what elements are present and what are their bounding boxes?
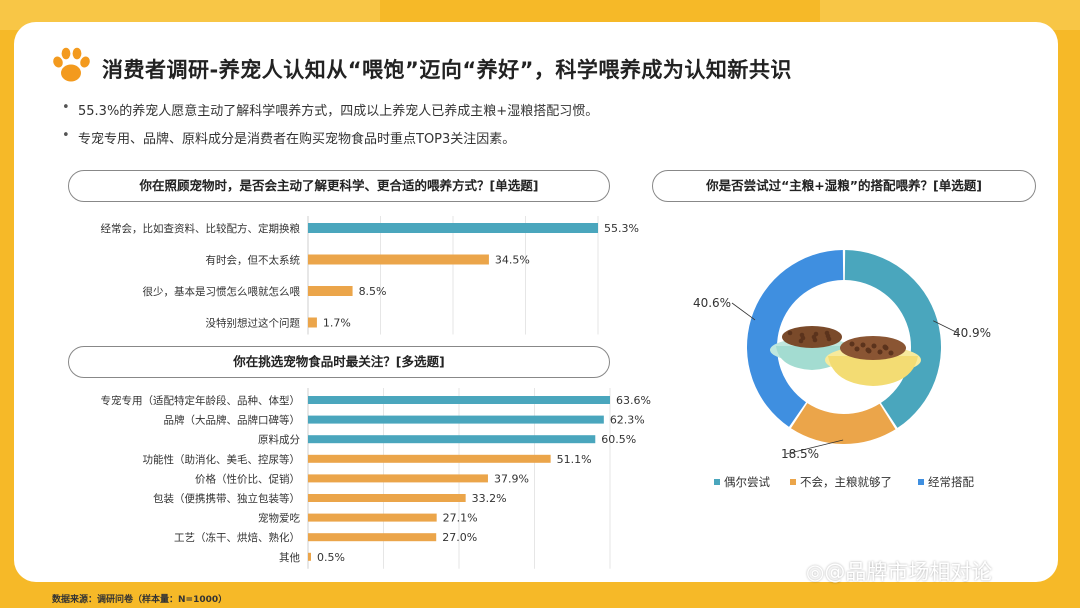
watermark: ◎@品牌市场相对论 (806, 560, 993, 584)
question-3-title: 你是否尝试过“主粮+湿粮”的搭配喂养？[单选题] (652, 170, 1036, 202)
category-label-6: 宠物爱吃 (258, 512, 300, 525)
bar-0 (308, 396, 610, 404)
kibble-piece (877, 349, 883, 355)
legend-swatch-0 (714, 479, 720, 485)
kibble-piece (882, 344, 888, 350)
bar-2 (308, 435, 596, 444)
legend-label-2: 经常搭配 (928, 475, 974, 489)
kibble-piece (865, 347, 871, 353)
bullet-point-1: 55.3%的养宠人愿意主动了解科学喂养方式，四成以上养宠人已养成主粮+湿粮搭配习… (62, 100, 598, 119)
kibble-piece (888, 350, 894, 356)
donut-legend: 偶尔尝试 不会，主粮就够了 经常搭配 (714, 475, 974, 489)
watermark-text: 品牌市场相对论 (845, 560, 993, 584)
slice-label-1: 18.5% (781, 447, 819, 461)
leader-line-0 (933, 320, 959, 334)
slice-label-2: 40.6% (693, 296, 731, 310)
donut-slice-2 (746, 250, 844, 427)
bullet-point-2: 专宠专用、品牌、原料成分是消费者在购买宠物食品时重点TOP3关注因素。 (62, 128, 515, 147)
bar-1 (308, 415, 604, 424)
category-label-2: 很少，基本是习惯怎么喂就怎么喂 (143, 285, 301, 298)
bar-4 (308, 474, 488, 483)
kibble-piece (824, 330, 830, 336)
pet-food-bowls-illustration (770, 326, 921, 386)
legend-label-1: 不会，主粮就够了 (800, 475, 892, 489)
value-label-8: 0.5% (317, 551, 345, 564)
question-2-title: 你在挑选宠物食品时最关注？[多选题] (68, 346, 610, 378)
chart-2-plot: 专宠专用（适配特定年龄段、品种、体型） 63.6% 品牌（大品牌、品牌口碑等） 62.… (101, 388, 651, 569)
legend-swatch-1 (790, 479, 796, 485)
leader-line-1 (785, 439, 844, 455)
value-label-0: 55.3% (604, 222, 639, 235)
value-label-4: 37.9% (494, 472, 529, 485)
bowl-yellow-body (828, 356, 918, 386)
bar-6 (308, 513, 437, 522)
leader-line-2 (731, 302, 756, 321)
kibble-piece (849, 341, 855, 347)
donut-slice-0 (844, 250, 941, 428)
kibble-piece (871, 343, 877, 349)
bar-8 (308, 552, 311, 561)
legend-swatch-2 (918, 479, 924, 485)
category-label-2: 原料成分 (258, 433, 300, 446)
category-label-7: 工艺（冻干、烘焙、熟化） (174, 531, 300, 544)
value-label-2: 60.5% (601, 433, 636, 446)
bar-1 (308, 254, 489, 265)
category-label-8: 其他 (279, 551, 300, 564)
data-source-note: 数据来源：调研问卷（样本量：N=1000） (52, 595, 228, 605)
value-label-0: 63.6% (616, 394, 651, 407)
category-label-3: 功能性（助消化、美毛、控尿等） (143, 453, 301, 466)
category-label-0: 经常会，比如查资料、比较配方、定期换粮 (101, 222, 301, 235)
category-label-5: 包装（便携携带、独立包装等） (153, 492, 300, 505)
legend-label-0: 偶尔尝试 (724, 475, 770, 489)
kibble-piece (860, 342, 866, 348)
donut-plot: 40.9% 18.5% 40.6% (693, 250, 991, 461)
value-label-6: 27.1% (443, 512, 478, 525)
bar-3 (308, 454, 551, 463)
value-label-1: 34.5% (495, 254, 530, 267)
kibble-piece (799, 332, 805, 338)
value-label-1: 62.3% (610, 414, 645, 427)
kibble-piece (854, 346, 860, 352)
weibo-icon: ◎ (806, 560, 825, 584)
donut-slice-1 (790, 403, 896, 444)
category-label-3: 没特别想过这个问题 (206, 317, 301, 330)
category-label-0: 专宠专用（适配特定年龄段、品种、体型） (101, 394, 301, 407)
bar-3 (308, 317, 317, 328)
paw-icon (53, 47, 90, 82)
slice-label-0: 40.9% (953, 326, 991, 340)
value-label-3: 51.1% (557, 453, 592, 466)
kibble-piece (787, 330, 793, 336)
bar-7 (308, 533, 437, 542)
value-label-7: 27.0% (442, 531, 477, 544)
category-label-1: 有时会，但不太系统 (206, 254, 301, 267)
page-title: 消费者调研-养宠人认知从“喂饱”迈向“养好”，科学喂养成为认知新共识 (102, 58, 792, 82)
bar-2 (308, 286, 353, 296)
value-label-5: 33.2% (472, 492, 507, 505)
category-label-1: 品牌（大品牌、品牌口碑等） (164, 414, 301, 427)
value-label-3: 1.7% (323, 317, 351, 330)
value-label-2: 8.5% (359, 285, 387, 298)
category-label-4: 价格（性价比、促销） (195, 472, 300, 485)
question-1-title: 你在照顾宠物时，是否会主动了解更科学、更合适的喂养方式？[单选题] (68, 170, 610, 202)
chart-1-plot: 经常会，比如查资料、比较配方、定期换粮 55.3% 有时会，但不太系统 34.5% 很少… (101, 216, 639, 335)
kibble-piece (798, 338, 804, 344)
kibble-piece (811, 334, 817, 340)
bar-0 (308, 223, 598, 233)
bar-5 (308, 494, 466, 502)
